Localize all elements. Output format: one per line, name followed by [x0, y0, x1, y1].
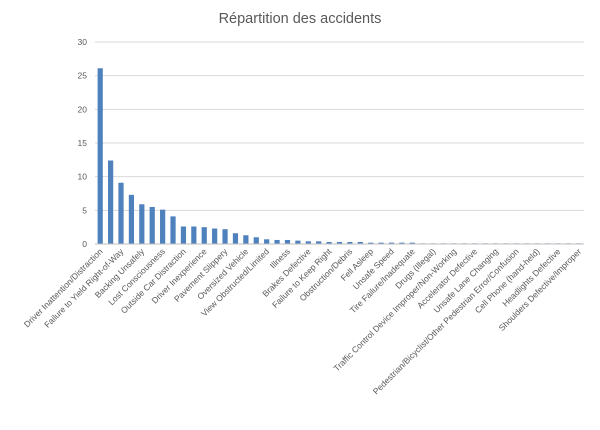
bar — [170, 216, 176, 244]
y-axis-ticks: 0 5 10 15 20 25 30 — [78, 37, 88, 249]
bar — [128, 194, 135, 244]
y-tick-label: 20 — [78, 104, 88, 114]
bar — [264, 239, 270, 244]
bar — [201, 227, 207, 244]
y-tick-label: 10 — [78, 172, 88, 182]
y-tick-label: 5 — [82, 205, 87, 215]
bar — [149, 206, 155, 244]
chart-title: Répartition des accidents — [219, 11, 382, 27]
bar — [180, 226, 187, 244]
bar — [97, 68, 103, 244]
y-tick-label: 25 — [78, 71, 88, 81]
bar — [222, 229, 228, 244]
bar — [378, 242, 384, 244]
bar — [347, 241, 353, 244]
bar — [295, 240, 301, 244]
bar — [305, 241, 311, 244]
bar — [368, 242, 374, 244]
bar — [139, 204, 145, 244]
bar — [399, 242, 405, 244]
x-category-label: Driver Inattention/Distraction — [22, 246, 105, 329]
bar — [336, 241, 343, 244]
bar — [191, 226, 197, 244]
y-tick-label: 30 — [78, 37, 88, 47]
y-tick-label: 0 — [82, 239, 87, 249]
bar — [274, 239, 280, 244]
bars — [97, 68, 582, 244]
x-category-label: Failure to Yield Right-of-Way — [42, 246, 126, 330]
bar — [357, 241, 363, 244]
bar — [253, 237, 259, 244]
bar — [118, 182, 124, 244]
bar — [232, 233, 239, 244]
bar — [326, 241, 332, 244]
bar — [316, 241, 322, 244]
bar — [160, 209, 166, 244]
bar — [409, 242, 415, 244]
bar — [108, 160, 114, 244]
bar — [212, 228, 218, 244]
bar — [243, 235, 249, 244]
bar — [284, 239, 291, 244]
gridlines — [95, 41, 584, 211]
bar — [388, 242, 395, 244]
y-tick-label: 15 — [78, 138, 88, 148]
